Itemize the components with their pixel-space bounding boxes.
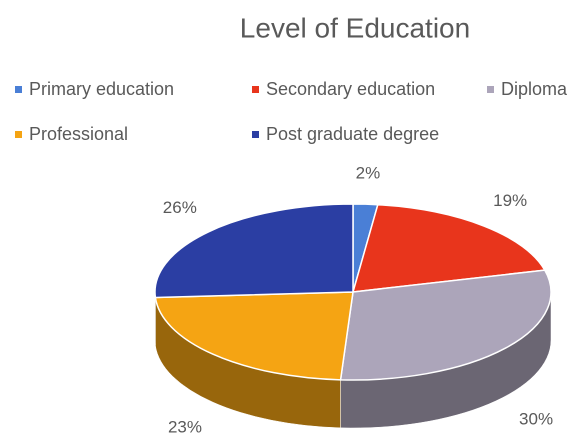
legend-label: Diploma — [501, 79, 568, 99]
legend-label: Primary education — [29, 79, 174, 99]
slice — [154, 203, 354, 299]
legend-swatch — [15, 131, 22, 138]
legend-swatch — [487, 86, 494, 93]
data-label: 30% — [519, 410, 553, 429]
slice — [339, 269, 552, 381]
chart-title: Level of Education — [240, 12, 470, 43]
slice — [154, 291, 354, 381]
legend-label: Secondary education — [266, 79, 435, 99]
legend-label: Post graduate degree — [266, 124, 439, 144]
legend-label: Professional — [29, 124, 128, 144]
legend-swatch — [252, 86, 259, 93]
legend-swatch — [15, 86, 22, 93]
data-label: 2% — [356, 164, 381, 183]
data-label: 26% — [163, 198, 197, 217]
data-label: 19% — [493, 191, 527, 210]
legend-swatch — [252, 131, 259, 138]
data-label: 23% — [168, 417, 202, 436]
slice — [351, 203, 547, 293]
